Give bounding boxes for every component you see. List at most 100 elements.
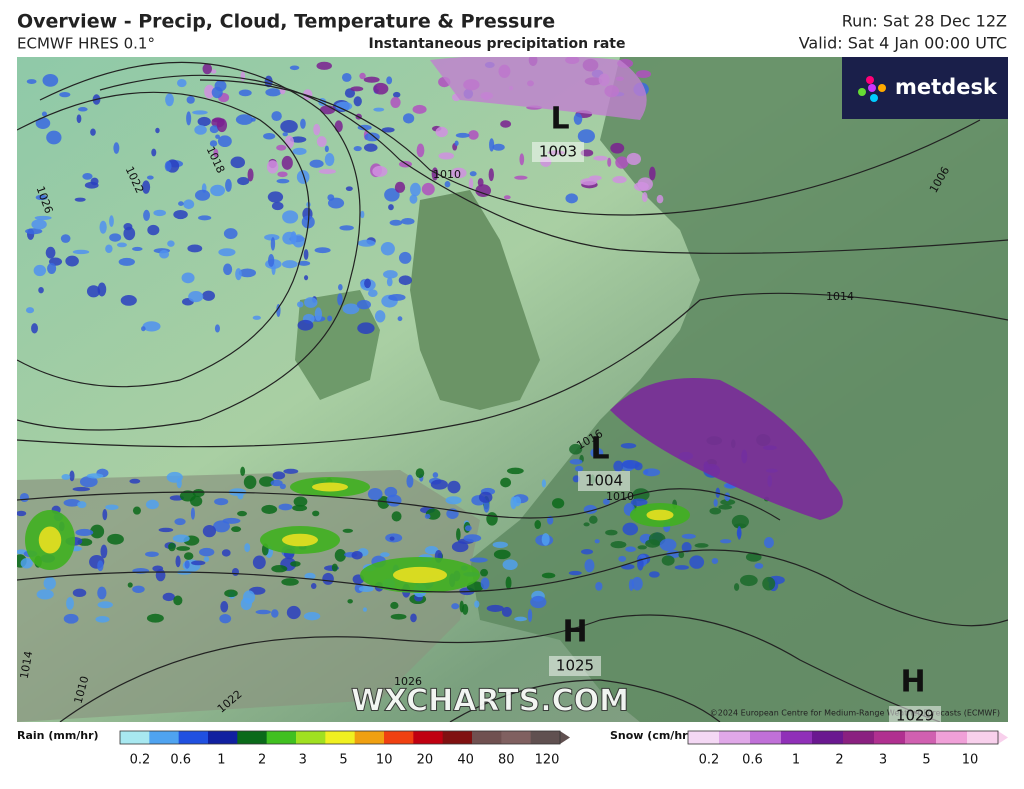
precip-cell [353, 96, 362, 107]
precip-cell [309, 159, 324, 168]
precip-cell [492, 143, 505, 151]
precip-cell [97, 586, 107, 600]
precip-cell [454, 140, 459, 146]
precip-cell [45, 246, 56, 259]
precip-cell [82, 173, 93, 180]
precip-cell [389, 536, 395, 541]
precip-cell [99, 220, 107, 234]
precip-cell [502, 559, 518, 571]
precip-cell [674, 565, 689, 570]
precip-cell [350, 86, 364, 92]
precip-cell [281, 155, 293, 170]
legends: 0.2 0.6 1 2 3 5 10 20 40 80 120 0.2 0.6 1 2 3 5 10 [119, 730, 1008, 768]
precip-cell [447, 480, 461, 494]
precip-cell [289, 65, 300, 71]
precip-cell [188, 290, 204, 303]
precip-cell [289, 136, 307, 143]
precip-cell [580, 178, 598, 186]
precip-cell [284, 135, 295, 149]
precip-cell [272, 471, 286, 480]
precip-cell [397, 316, 403, 322]
precip-cell [568, 570, 582, 576]
precip-cell [259, 476, 275, 487]
precip-cell [90, 524, 105, 539]
precip-cell [334, 120, 343, 133]
precip-cell [42, 74, 59, 87]
precip-cell [618, 555, 627, 562]
precip-cell [221, 549, 231, 557]
precip-cell [293, 496, 308, 507]
precip-cell [390, 96, 401, 108]
precip-cell [17, 510, 27, 517]
precip-cell [626, 152, 642, 166]
precip-cell [388, 204, 394, 211]
precip-cell [335, 101, 353, 111]
precip-cell [297, 260, 311, 266]
heavy-rain [38, 526, 62, 554]
precip-cell [318, 168, 336, 174]
rain-color-swatch [384, 731, 414, 744]
precip-cell [527, 608, 533, 622]
snow-area [430, 57, 647, 120]
product: Instantaneous precipitation rate [369, 36, 626, 52]
precip-cell [468, 177, 474, 190]
precip-cell [282, 132, 288, 137]
snow-color-swatch [843, 731, 875, 744]
precip-cell [486, 604, 504, 612]
precip-cell [386, 277, 393, 287]
precip-cell [173, 595, 183, 606]
precip-cell [100, 544, 108, 559]
precip-cell [282, 210, 299, 224]
precip-cell [281, 260, 298, 269]
snow-color-swatch [874, 731, 906, 744]
precip-cell [271, 201, 284, 211]
precip-cell [292, 147, 307, 155]
precip-cell [209, 125, 219, 134]
precip-cell [237, 510, 247, 517]
precip-cell [435, 126, 448, 138]
rain-legend-arrow [560, 731, 570, 744]
precip-cell [649, 166, 656, 181]
pressure-value-box [889, 706, 941, 722]
precip-cell [590, 447, 604, 458]
precip-cell [316, 136, 327, 147]
snow-color-swatch [781, 731, 813, 744]
rain-color-swatch [413, 731, 444, 744]
precip-cell [391, 511, 402, 522]
precip-cell [159, 249, 170, 259]
heavy-rain [646, 509, 674, 521]
precip-cell [72, 249, 90, 255]
precip-cell [286, 605, 301, 620]
precip-cell [367, 487, 383, 501]
precip-cell [445, 496, 462, 505]
rain-legend-frame [119, 730, 561, 745]
heavy-rain [282, 533, 318, 547]
precip-cell [252, 315, 261, 320]
precip-cell [718, 504, 733, 510]
precipitation [17, 57, 843, 624]
snow-legend-frame [687, 730, 999, 745]
precip-cell [192, 110, 208, 115]
precip-cell [762, 576, 776, 591]
precip-cell [34, 215, 52, 220]
precip-cell [513, 496, 522, 507]
precip-cell [214, 324, 220, 333]
precip-cell [381, 127, 395, 133]
precip-cell [283, 468, 299, 474]
precip-cell [392, 91, 401, 98]
precip-cell [146, 613, 164, 623]
precip-cell [271, 609, 279, 618]
precip-cell [77, 501, 87, 509]
precip-cell [237, 492, 244, 500]
precip-cell [146, 175, 154, 180]
precip-cell [620, 442, 637, 449]
precip-cell [69, 470, 75, 482]
precip-cell [224, 589, 238, 598]
snow-tick-label: 1 [792, 753, 800, 768]
precip-cell [451, 541, 469, 553]
precip-cell [534, 520, 542, 530]
precip-cell [444, 181, 451, 188]
run-time: Run: Sat 28 Dec 12Z [842, 12, 1007, 31]
snow-color-swatch [936, 731, 968, 744]
precip-cell [66, 597, 74, 610]
